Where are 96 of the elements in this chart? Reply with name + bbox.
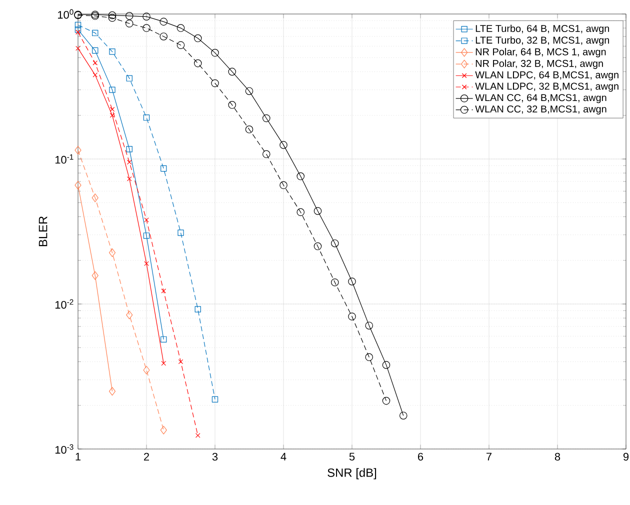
- point: [144, 261, 149, 266]
- point: [194, 34, 202, 42]
- point: [399, 412, 408, 420]
- point: [142, 24, 150, 32]
- x-tick-label: 4: [280, 452, 286, 460]
- point: [228, 68, 236, 76]
- point: [74, 22, 82, 28]
- point: [211, 79, 219, 88]
- point: [161, 360, 166, 366]
- point: [144, 218, 149, 222]
- x-tick-label: 9: [623, 452, 629, 461]
- point: [126, 75, 132, 82]
- point: [212, 396, 218, 402]
- point: [195, 433, 200, 438]
- x-tick-label: 2: [144, 452, 149, 461]
- point: [280, 181, 288, 190]
- point: [108, 11, 116, 20]
- y-tick-label: 10$^{0}$: [58, 9, 74, 19]
- y-axis-title: BLER: [38, 216, 48, 246]
- legend-label: WLAN LDPC, 32 B,MCS1, awgn: [475, 82, 618, 92]
- point: [348, 312, 356, 320]
- point: [92, 72, 98, 78]
- point: [314, 242, 322, 250]
- point: [176, 41, 185, 50]
- point: [296, 208, 305, 216]
- point: [160, 165, 167, 172]
- point: [125, 20, 134, 28]
- x-tick-label: 1: [76, 452, 81, 460]
- point: [382, 361, 390, 369]
- point: [125, 12, 134, 20]
- point: [365, 353, 374, 362]
- point: [160, 426, 167, 434]
- point: [92, 271, 98, 280]
- y-tick-label: 10$^{-3}$: [55, 444, 74, 454]
- point: [74, 26, 82, 33]
- point: [126, 146, 132, 152]
- point: [245, 126, 254, 134]
- point: [76, 46, 80, 51]
- legend-label: LTE Turbo, 64 B, MCS1, awgn: [476, 24, 609, 34]
- point: [211, 48, 219, 57]
- point: [262, 114, 270, 122]
- point: [92, 47, 98, 54]
- point: [92, 30, 98, 36]
- point: [382, 396, 390, 405]
- point: [92, 60, 98, 66]
- point: [262, 150, 270, 158]
- point: [178, 230, 184, 236]
- point: [126, 310, 133, 320]
- legend-label: NR Polar, 32 B, MCS1, awgn: [476, 60, 603, 69]
- legend-label: WLAN LDPC, 64 B,MCS1, awgn: [475, 71, 618, 80]
- point: [365, 322, 374, 330]
- point: [194, 306, 201, 312]
- point: [178, 359, 184, 364]
- x-tick-label: 7: [486, 452, 492, 460]
- legend-label: WLAN CC, 32 B,MCS1, awgn: [475, 105, 606, 114]
- x-tick-label: 6: [418, 452, 424, 461]
- point: [228, 101, 236, 109]
- x-tick-label: 3: [212, 452, 218, 461]
- legend-label: NR Polar, 64 B, MCS 1, awgn: [476, 48, 606, 58]
- point: [296, 172, 305, 180]
- point: [330, 239, 339, 248]
- point: [74, 146, 82, 154]
- point: [194, 59, 202, 68]
- point: [160, 32, 168, 40]
- x-tick-label: 8: [554, 452, 560, 461]
- legend-label: WLAN CC, 64 B,MCS1, awgn: [475, 94, 606, 104]
- point: [160, 336, 167, 342]
- point: [314, 207, 322, 215]
- point: [108, 387, 116, 396]
- point: [245, 87, 254, 95]
- point: [126, 176, 132, 182]
- y-tick-label: 10$^{-2}$: [55, 299, 74, 309]
- point: [109, 48, 116, 55]
- point: [143, 366, 150, 374]
- x-tick-label: 5: [349, 452, 355, 461]
- point: [109, 86, 116, 93]
- x-axis-title: SNR [dB]: [328, 468, 376, 480]
- point: [108, 248, 116, 257]
- point: [348, 278, 356, 286]
- point: [330, 278, 339, 286]
- point: [108, 14, 116, 22]
- point: [126, 160, 132, 165]
- point: [160, 18, 168, 26]
- point: [143, 114, 150, 121]
- legend-label: LTE Turbo, 32 B, MCS1, awgn: [476, 36, 609, 46]
- point: [161, 288, 166, 294]
- point: [110, 106, 115, 112]
- y-tick-label: 10$^{-1}$: [55, 154, 74, 164]
- point: [142, 12, 150, 20]
- point: [280, 141, 288, 149]
- point: [92, 194, 98, 202]
- point: [143, 232, 150, 239]
- point: [74, 180, 82, 190]
- point: [76, 30, 80, 35]
- point: [110, 112, 115, 118]
- point: [176, 24, 185, 32]
